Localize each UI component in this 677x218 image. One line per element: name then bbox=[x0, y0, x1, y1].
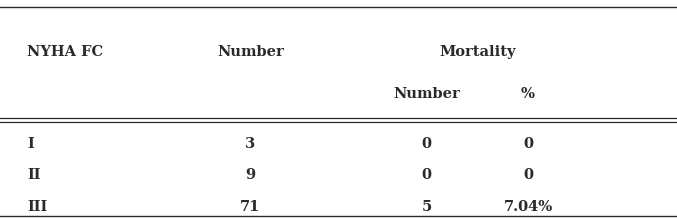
Text: Number: Number bbox=[393, 87, 460, 101]
Text: 3: 3 bbox=[246, 137, 255, 151]
Text: 5: 5 bbox=[421, 200, 432, 214]
Text: II: II bbox=[27, 169, 41, 182]
Text: 0: 0 bbox=[422, 137, 431, 151]
Text: Number: Number bbox=[217, 45, 284, 59]
Text: 0: 0 bbox=[523, 137, 533, 151]
Text: %: % bbox=[521, 87, 535, 101]
Text: Mortality: Mortality bbox=[439, 45, 515, 59]
Text: NYHA FC: NYHA FC bbox=[27, 45, 103, 59]
Text: 0: 0 bbox=[523, 169, 533, 182]
Text: 7.04%: 7.04% bbox=[504, 200, 552, 214]
Text: III: III bbox=[27, 200, 47, 214]
Text: 9: 9 bbox=[246, 169, 255, 182]
Text: I: I bbox=[27, 137, 34, 151]
Text: 71: 71 bbox=[240, 200, 261, 214]
Text: 0: 0 bbox=[422, 169, 431, 182]
